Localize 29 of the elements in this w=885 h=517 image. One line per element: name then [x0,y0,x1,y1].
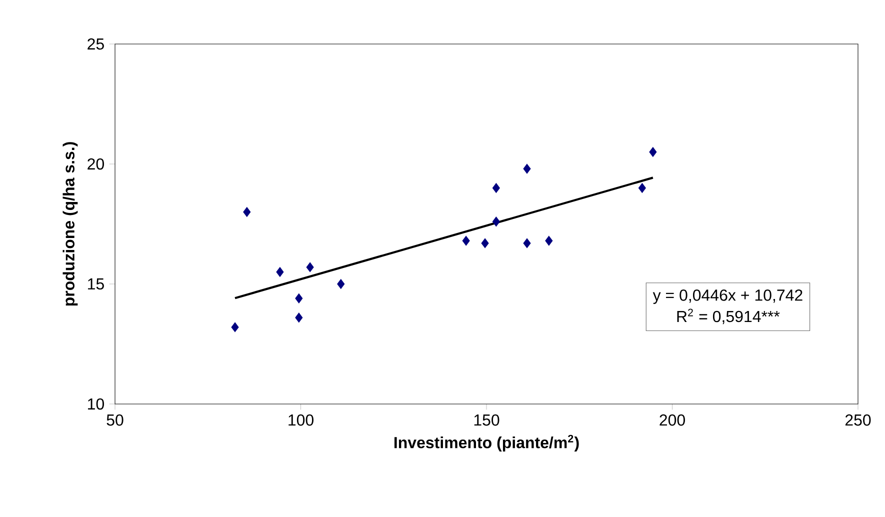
point [306,262,314,272]
annotation: y = 0,0446x + 10,742 [652,290,802,304]
x-axis-title: Investimento (piante/m$^{2}$) [394,434,579,452]
point [492,183,500,193]
y-tick-label: 10 [88,398,104,410]
point [649,147,657,157]
point [638,183,646,193]
point [231,322,239,332]
point [462,236,470,246]
y-tick-label: 15 [88,278,104,290]
y-axis-title: produzione (q/ha s.s.) [62,142,78,306]
x-tick-label: 150 [474,414,500,426]
x-tick-label: 200 [660,414,685,426]
point [545,236,553,246]
point [243,207,251,217]
x-tick-label: 50 [106,414,124,426]
point [523,238,531,248]
y-tick-label: 20 [88,158,104,170]
point [492,216,500,227]
point [481,238,489,248]
annotation: R$^{2}$ = 0,5914*** [677,308,780,324]
point [276,267,284,277]
point [523,164,531,174]
y-tick-label: 25 [88,38,104,50]
point [295,293,303,304]
point [295,312,303,323]
x-tick-label: 250 [845,414,871,426]
x-tick-label: 100 [288,414,314,426]
point [337,279,345,289]
